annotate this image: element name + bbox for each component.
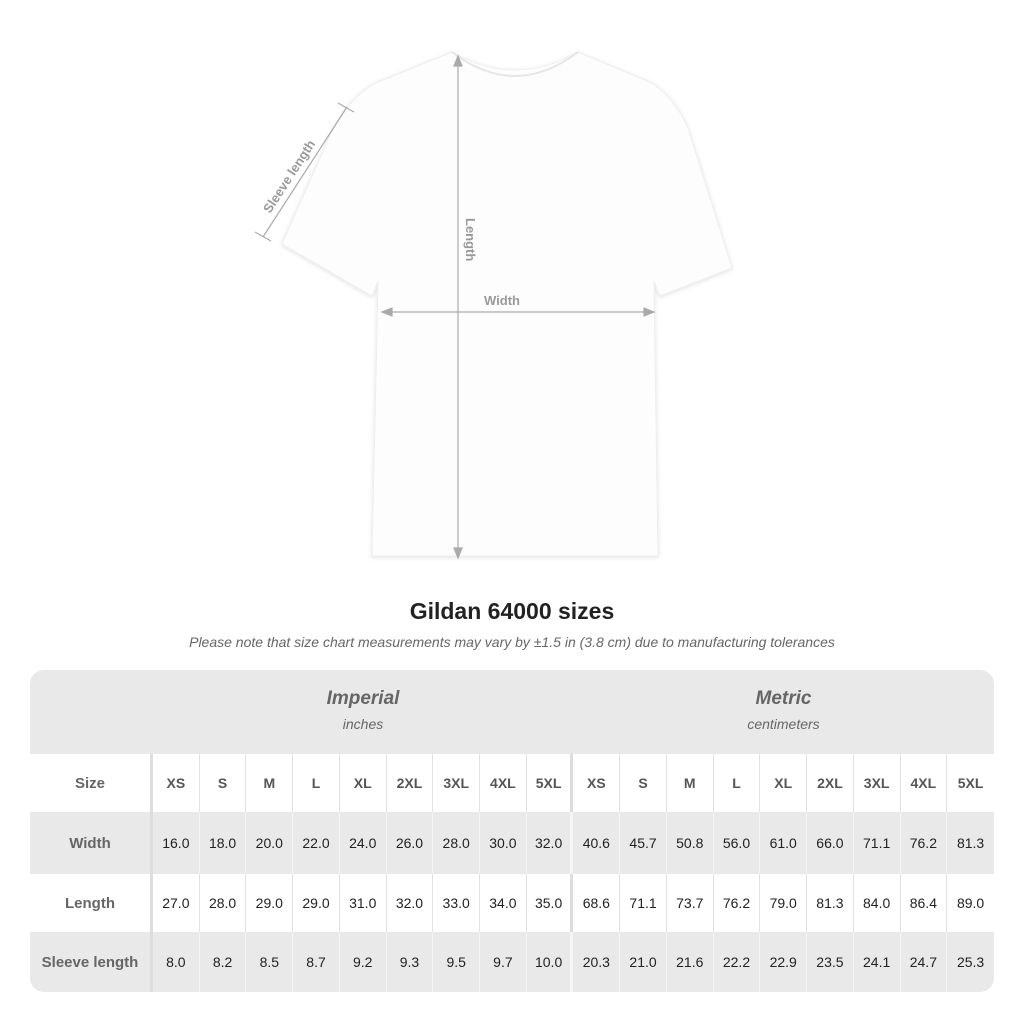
value-cell: 89.0 [956,895,985,911]
tshirt-diagram: Sleeve length Length Width [254,51,733,560]
value-cell: 81.3 [956,835,985,851]
value-cell: 50.8 [667,812,714,874]
value-cell: 10.0 [527,932,574,992]
value-cell: 66.0 [807,812,854,874]
value-cell: 20.0 [246,812,294,874]
value-cell: 35.0 [527,874,574,932]
size-header-cell: M [667,754,714,812]
value-cell: 23.5 [807,932,854,992]
value-cell: 76.2 [901,812,948,874]
size-header-cell: 3XL [433,754,481,812]
size-header-cell: L [714,754,761,812]
value-cell: 22.9 [760,932,808,992]
value-cell: 76.2 [714,874,761,932]
value-cell: 45.7 [620,812,667,874]
size-header-cell: 5XL [957,775,984,791]
page-title: Gildan 64000 sizes [409,598,615,624]
size-header-cell: 4XL [480,754,527,812]
value-cell: 61.0 [760,812,808,874]
value-cell: 24.7 [901,932,948,992]
value-cell: 29.0 [246,874,294,932]
table-row: Length 27.0 28.0 29.0 29.0 31.0 32.0 33.0 34.0 35… [30,874,994,932]
value-cell: 68.6 [573,874,621,932]
size-header-cell: XS [573,754,621,812]
value-cell: 22.0 [293,812,340,874]
tshirt-shape [281,51,733,557]
value-cell: 84.0 [854,874,901,932]
value-cell: 40.6 [573,812,621,874]
metric-header: Metric centimeters [573,670,994,754]
value-cell: 9.3 [387,932,434,992]
value-cell: 32.0 [387,874,434,932]
value-cell: 8.2 [200,932,247,992]
row-label: Size [30,754,153,812]
value-cell: 34.0 [480,874,527,932]
value-cell: 20.3 [573,932,621,992]
value-cell: 79.0 [760,874,808,932]
size-header-cell: S [200,754,247,812]
size-header-row: Size XS S M L XL 2XL 3XL 4XL 5XL XS S M L XL 2XL 3XL 4XL 5… [30,754,994,812]
value-cell: 8.5 [246,932,294,992]
row-label: Length [30,874,153,932]
tolerance-note: Please note that size chart measurements… [189,634,835,650]
imperial-header: Imperial inches [153,670,573,754]
size-header-cell: 5XL [527,754,574,812]
table-row: Sleeve length 8.0 8.2 8.5 8.7 9.2 9.3 9.5 9.7 10.… [30,932,994,992]
value-cell: 8.0 [153,932,200,992]
value-cell: 16.0 [153,812,200,874]
value-cell: 26.0 [387,812,434,874]
metric-title: Metric [755,688,812,709]
value-cell: 81.3 [807,874,854,932]
value-cell: 32.0 [527,812,574,874]
value-cell: 9.5 [433,932,481,992]
value-cell: 9.2 [340,932,387,992]
size-header-cell: 4XL [901,754,948,812]
value-cell: 24.0 [340,812,387,874]
value-cell: 22.2 [714,932,761,992]
value-cell: 24.1 [854,932,901,992]
value-cell: 29.0 [293,874,340,932]
value-cell: 71.1 [620,874,667,932]
metric-unit: centimeters [747,716,820,732]
value-cell: 31.0 [340,874,387,932]
value-cell: 56.0 [714,812,761,874]
size-header-cell: L [293,754,340,812]
value-cell: 9.7 [480,932,527,992]
size-header-cell: XL [760,754,808,812]
size-header-cell: M [246,754,294,812]
value-cell: 28.0 [200,874,247,932]
value-cell: 30.0 [480,812,527,874]
value-cell: 21.6 [667,932,714,992]
table-row: Width 16.0 18.0 20.0 22.0 24.0 26.0 28.0 30.0 32.… [30,812,994,874]
value-cell: 86.4 [901,874,948,932]
value-cell: 18.0 [200,812,247,874]
width-label: Width [484,293,520,308]
value-cell: 8.7 [293,932,340,992]
imperial-unit: inches [342,716,384,732]
value-cell: 28.0 [433,812,481,874]
size-header-cell: S [620,754,667,812]
size-header-cell: 2XL [387,754,434,812]
value-cell: 27.0 [153,874,200,932]
value-cell: 33.0 [433,874,481,932]
size-table: Imperial inches Metric centimeters Size X… [30,670,994,992]
value-cell: 25.3 [956,954,985,970]
row-label: Sleeve length [30,932,153,992]
value-cell: 21.0 [620,932,667,992]
measurement-arrows [254,54,656,560]
size-header-cell: XS [153,754,200,812]
size-header-cell: 2XL [807,754,854,812]
size-header-cell: 3XL [854,754,901,812]
value-cell: 71.1 [854,812,901,874]
row-label: Width [30,812,153,874]
imperial-title: Imperial [326,688,400,709]
value-cell: 73.7 [667,874,714,932]
length-label: Length [463,218,478,261]
size-header-cell: XL [340,754,387,812]
